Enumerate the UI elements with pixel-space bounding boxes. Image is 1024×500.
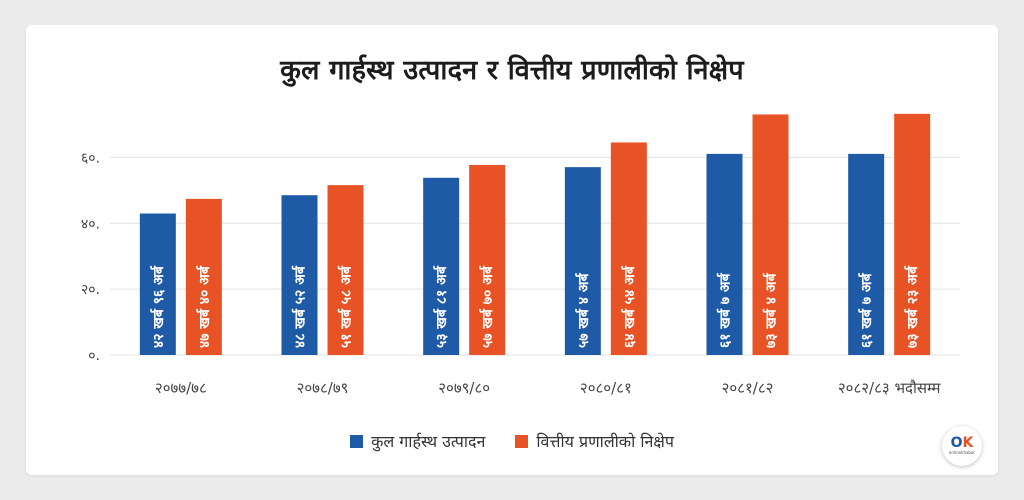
bar-value-label: ४८ खर्ब ५२ अर्ब bbox=[292, 265, 309, 348]
legend-swatch-deposit bbox=[515, 434, 529, 448]
y-tick-label: ६०. bbox=[81, 150, 100, 166]
y-tick-label: ०. bbox=[88, 348, 100, 364]
logo-mark: OK bbox=[950, 435, 974, 451]
bar-value-label: ५३ खर्ब ८१ अर्ब bbox=[433, 265, 450, 348]
bar-gdp bbox=[848, 153, 885, 355]
bar-value-label: ६१ खर्ब ७ अर्ब bbox=[858, 272, 875, 348]
bar-value-label: ५७ खर्ब ७० अर्ब bbox=[479, 265, 496, 348]
x-tick-label: २०७८/७९ bbox=[297, 379, 349, 397]
bar-deposit bbox=[894, 113, 931, 356]
bar-value-label: ६१ खर्ब ७ अर्ब bbox=[717, 272, 734, 348]
bar-deposit bbox=[327, 185, 364, 355]
chart-title: कुल गार्हस्थ उत्पादन र वित्तीय प्रणालीको… bbox=[280, 55, 744, 86]
onlinekhabar-logo: OK onlinekhabar bbox=[942, 426, 982, 466]
legend-label-gdp: कुल गार्हस्थ उत्पादन bbox=[371, 432, 486, 451]
y-tick-label: २०. bbox=[81, 282, 100, 298]
logo-text: onlinekhabar bbox=[948, 450, 976, 455]
legend-item-deposit: वित्तीय प्रणालीको निक्षेप bbox=[515, 430, 674, 452]
y-tick-label: ४०. bbox=[81, 216, 100, 232]
bar-value-label: ७३ खर्ब ४ अर्ब bbox=[763, 272, 780, 348]
bar-gdp bbox=[564, 167, 601, 355]
x-tick-label: २०८०/८१ bbox=[580, 379, 632, 397]
bar-value-label: ४७ खर्ब ४० अर्ब bbox=[196, 265, 213, 348]
bar-deposit bbox=[752, 114, 789, 356]
x-tick-label: २०७९/८० bbox=[438, 379, 490, 397]
bar-value-label: ७३ खर्ब २३ अर्ब bbox=[904, 265, 921, 348]
bar-deposit bbox=[610, 142, 647, 355]
bar-value-label: ५१ खर्ब ५८ अर्ब bbox=[338, 265, 355, 348]
legend: कुल गार्हस्थ उत्पादन वित्तीय प्रणालीको न… bbox=[0, 430, 1024, 452]
bar-deposit bbox=[185, 198, 222, 355]
legend-label-deposit: वित्तीय प्रणालीको निक्षेप bbox=[536, 432, 674, 451]
legend-item-gdp: कुल गार्हस्थ उत्पादन bbox=[350, 430, 485, 452]
bar-gdp bbox=[281, 195, 318, 355]
x-tick-label: २०८१/८२ bbox=[722, 379, 774, 397]
x-tick-label: २०८२/८३ भदौसम्म bbox=[838, 379, 942, 397]
bar-gdp bbox=[423, 177, 460, 355]
bar-value-label: ६४ खर्ब ५४ अर्ब bbox=[621, 265, 638, 348]
bar-value-label: ४२ खर्ब ९६ अर्ब bbox=[150, 265, 167, 348]
bar-gdp bbox=[706, 153, 743, 355]
bar-deposit bbox=[469, 164, 506, 355]
bar-value-label: ५७ खर्ब ४ अर्ब bbox=[575, 272, 592, 348]
x-tick-label: २०७७/७८ bbox=[155, 379, 207, 397]
bar-gdp bbox=[139, 213, 176, 355]
legend-swatch-gdp bbox=[350, 434, 364, 448]
